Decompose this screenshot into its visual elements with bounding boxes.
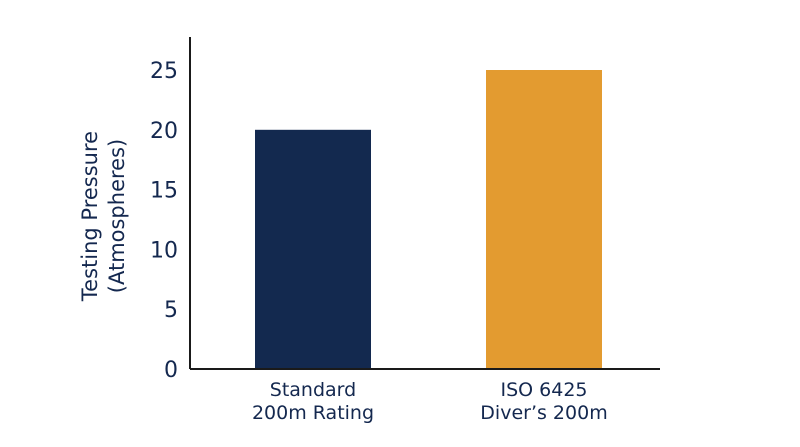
y-tick-label: 15 [150, 179, 178, 204]
bar [486, 70, 602, 369]
y-axis-ticks: 0 5 10 15 20 25 [150, 59, 178, 383]
x-category-label: Diver’s 200m [480, 402, 607, 424]
x-category-label: Standard [270, 379, 356, 401]
x-category-label: ISO 6425 [500, 379, 587, 401]
y-axis-title: Testing Pressure (Atmospheres) [78, 131, 129, 302]
y-tick-label: 25 [150, 59, 178, 84]
bar [255, 129, 371, 369]
x-category-label: 200m Rating [252, 402, 374, 424]
y-tick-label: 20 [150, 119, 178, 144]
y-axis-title-line: Testing Pressure [78, 131, 102, 302]
bars [255, 70, 602, 369]
y-tick-label: 10 [150, 238, 178, 263]
y-axis-title-line: (Atmospheres) [105, 139, 129, 293]
y-tick-label: 0 [164, 358, 178, 383]
y-tick-label: 5 [164, 298, 178, 323]
